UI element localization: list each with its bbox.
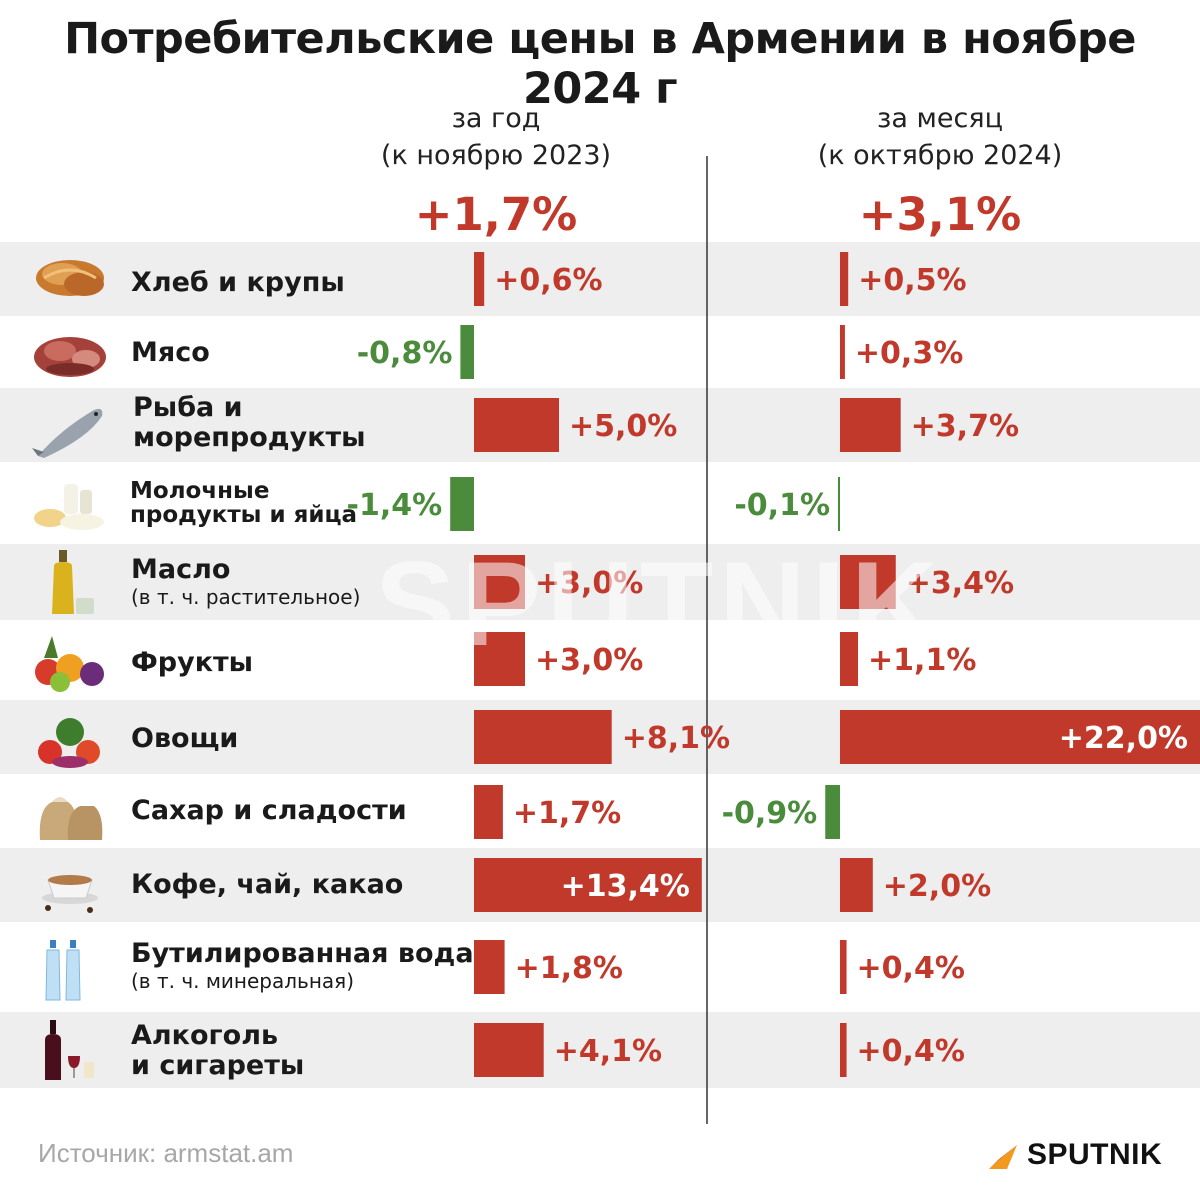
year-value-label: -1,4% xyxy=(347,488,443,523)
row-stripe xyxy=(0,242,1200,316)
year-bar xyxy=(474,1023,544,1077)
row-stripe xyxy=(0,388,1200,462)
vegetables-icon xyxy=(38,718,100,768)
row-label-alcohol-line2: и сигареты xyxy=(131,1050,305,1081)
brand-name: SPUTNIK xyxy=(1027,1138,1163,1171)
month-value-label: -0,1% xyxy=(734,488,830,523)
month-bar xyxy=(840,398,901,452)
brand-logo: SPUTNIK xyxy=(985,1134,1162,1176)
year-bar xyxy=(474,632,525,686)
month-value-label: +2,0% xyxy=(883,869,991,904)
water-bottles-icon xyxy=(45,940,81,1001)
source-note: Источник: armstat.am xyxy=(38,1138,294,1168)
row-label-dairy-line2: продукты и яйца xyxy=(130,502,358,528)
year-bar xyxy=(474,710,612,764)
year-column-header: за год (к ноябрю 2023) xyxy=(276,100,716,174)
row-label-bread: Хлеб и крупы xyxy=(131,267,345,298)
row-label-alcohol: Алкоголь и сигареты xyxy=(131,1021,304,1081)
row-label-fruits: Фрукты xyxy=(131,647,254,678)
month-bar xyxy=(840,1023,847,1077)
year-bar xyxy=(450,477,474,531)
row-label-water-sub: (в т. ч. минеральная) xyxy=(131,969,354,993)
year-column-head-line1: за год xyxy=(451,103,541,134)
year-bar xyxy=(474,555,525,609)
row-label-oil: Масло (в т. ч. растительное) xyxy=(131,554,361,610)
month-bar xyxy=(840,632,859,686)
row-label-coffee: Кофе, чай, какао xyxy=(131,869,404,900)
month-column-head-line2: (к октябрю 2024) xyxy=(817,140,1063,171)
year-value-label: +0,6% xyxy=(494,263,602,298)
month-value-label: +22,0% xyxy=(1059,721,1188,756)
row-label-water: Бутилированная вода (в т. ч. минеральная… xyxy=(131,938,474,994)
month-bar xyxy=(840,858,873,912)
month-value-label: -0,9% xyxy=(722,796,818,831)
row-label-fish-line1: Рыба и xyxy=(133,392,243,423)
oil-bottle-icon xyxy=(52,550,94,614)
fish-icon xyxy=(32,408,103,458)
year-total: +1,7% xyxy=(414,188,578,241)
row-label-meat: Мясо xyxy=(131,337,210,368)
coffee-cup-icon xyxy=(42,875,98,913)
month-column-header: за месяц (к октябрю 2024) xyxy=(720,100,1160,174)
year-bar xyxy=(474,252,485,306)
row-label-fish-line2: морепродукты xyxy=(133,422,366,453)
row-label-dairy: Молочные продукты и яйца xyxy=(130,479,357,527)
row-label-vegetables: Овощи xyxy=(131,723,239,754)
month-bar xyxy=(840,940,847,994)
year-value-label: +3,0% xyxy=(535,643,643,678)
month-value-label: +0,4% xyxy=(857,1034,965,1069)
year-bar xyxy=(474,858,702,912)
month-bar xyxy=(840,710,1200,764)
meat-icon xyxy=(34,337,106,377)
month-value-label: +0,4% xyxy=(857,951,965,986)
fruits-icon xyxy=(35,636,104,692)
year-bar xyxy=(474,785,503,839)
row-label-fish: Рыба и морепродукты xyxy=(133,393,366,453)
row-label-oil-main: Масло xyxy=(131,554,231,585)
row-label-alcohol-line1: Алкоголь xyxy=(131,1020,279,1051)
year-value-label: +3,0% xyxy=(535,566,643,601)
month-total: +3,1% xyxy=(858,188,1022,241)
bread-icon xyxy=(36,260,104,296)
year-value-label: +8,1% xyxy=(622,721,730,756)
year-value-label: +13,4% xyxy=(561,869,690,904)
year-value-label: +5,0% xyxy=(569,409,677,444)
row-label-water-main: Бутилированная вода xyxy=(131,938,474,969)
month-value-label: +1,1% xyxy=(868,643,976,678)
month-bar xyxy=(825,785,840,839)
year-column-head-line2: (к ноябрю 2023) xyxy=(380,140,612,171)
chart-title: Потребительские цены в Армении в ноябре … xyxy=(64,14,1136,114)
year-bar xyxy=(474,940,505,994)
year-value-label: +1,7% xyxy=(513,796,621,831)
year-value-label: +1,8% xyxy=(515,951,623,986)
sugar-sack-icon xyxy=(39,797,103,840)
sputnik-logo-icon xyxy=(989,1145,1017,1169)
row-label-sugar: Сахар и сладости xyxy=(131,795,407,826)
dairy-icon xyxy=(34,484,104,530)
row-label-oil-sub: (в т. ч. растительное) xyxy=(131,585,361,609)
row-stripe xyxy=(0,544,1200,620)
month-value-label: +0,3% xyxy=(855,336,963,371)
month-column-head-line1: за месяц xyxy=(877,103,1003,134)
month-bar xyxy=(840,555,896,609)
month-value-label: +3,7% xyxy=(911,409,1019,444)
month-value-label: +3,4% xyxy=(906,566,1014,601)
month-value-label: +0,5% xyxy=(858,263,966,298)
month-bar xyxy=(838,477,840,531)
month-bar xyxy=(840,252,849,306)
year-value-label: +4,1% xyxy=(554,1034,662,1069)
row-label-dairy-line1: Молочные xyxy=(130,478,270,504)
year-value-label: -0,8% xyxy=(357,336,453,371)
year-bar xyxy=(460,325,474,379)
watermark: SPUTNIK xyxy=(375,537,944,671)
year-bar xyxy=(474,398,559,452)
month-bar xyxy=(840,325,845,379)
wine-bottle-icon xyxy=(45,1020,94,1080)
row-stripe xyxy=(0,1012,1200,1088)
